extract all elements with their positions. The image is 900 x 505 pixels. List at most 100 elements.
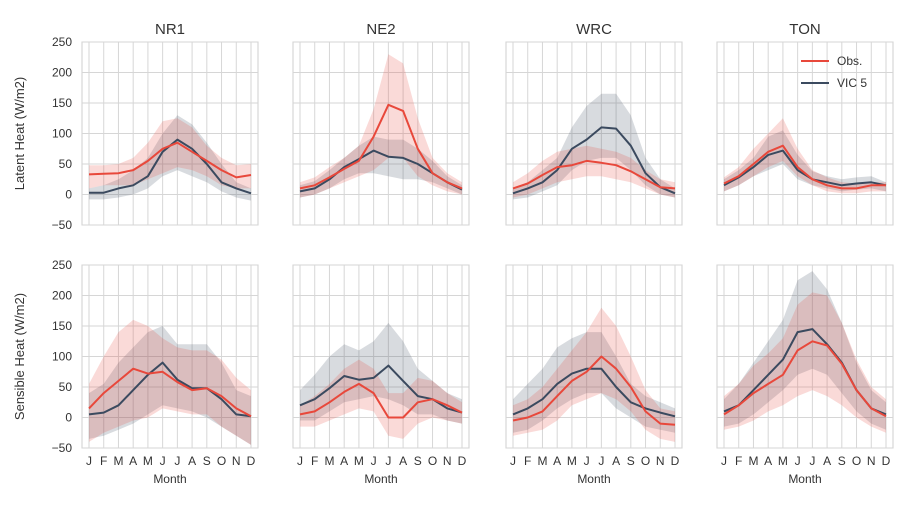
x-tick-label: D <box>882 454 891 468</box>
x-tick-label: M <box>748 454 758 468</box>
vic-band <box>513 332 675 433</box>
x-tick-label: A <box>188 454 196 468</box>
vic-line <box>512 367 676 418</box>
x-tick-label: O <box>217 454 226 468</box>
x-tick-label: J <box>160 454 166 468</box>
panel-title: NR1 <box>155 21 185 38</box>
y-axis-label: Sensible Heat (W/m2) <box>12 293 27 420</box>
y-tick-label: 200 <box>52 66 72 80</box>
x-tick-label: A <box>553 454 561 468</box>
y-tick-label: −50 <box>52 441 73 455</box>
vic-line <box>512 126 676 195</box>
x-tick-label: D <box>247 454 256 468</box>
x-tick-label: J <box>584 454 590 468</box>
obs-band <box>300 54 462 198</box>
x-tick-label: J <box>174 454 180 468</box>
panel-3: WRC <box>505 21 683 226</box>
x-tick-label: D <box>671 454 680 468</box>
vic-band <box>724 271 886 430</box>
y-tick-label: 50 <box>59 157 73 171</box>
x-tick-label: A <box>399 454 407 468</box>
vic-band <box>300 136 462 198</box>
y-tick-label: 0 <box>65 188 72 202</box>
y-tick-label: 150 <box>52 319 72 333</box>
y-tick-label: 50 <box>59 380 73 394</box>
y-tick-label: 100 <box>52 127 72 141</box>
x-axis-label: Month <box>788 472 821 486</box>
obs-band <box>513 307 675 442</box>
x-tick-label: M <box>778 454 788 468</box>
x-tick-label: J <box>86 454 92 468</box>
x-tick-label: F <box>735 454 742 468</box>
x-axis-label: Month <box>153 472 186 486</box>
x-tick-label: M <box>324 454 334 468</box>
panel-2: NE2 <box>292 21 470 226</box>
y-tick-label: 250 <box>52 258 72 272</box>
x-tick-label: J <box>510 454 516 468</box>
obs-line <box>88 367 252 418</box>
x-tick-label: J <box>795 454 801 468</box>
x-tick-label: M <box>354 454 364 468</box>
panel-title: WRC <box>576 21 612 38</box>
x-tick-label: A <box>612 454 620 468</box>
vic-line <box>88 361 252 418</box>
y-tick-label: 150 <box>52 96 72 110</box>
vic-band <box>89 326 251 445</box>
obs-line <box>512 159 676 190</box>
x-tick-label: O <box>428 454 437 468</box>
legend-vic-label: VIC 5 <box>837 76 867 90</box>
obs-line <box>723 144 886 190</box>
obs-line <box>88 141 252 179</box>
x-tick-label: N <box>656 454 665 468</box>
y-axis-label: Latent Heat (W/m2) <box>12 77 27 190</box>
x-tick-label: N <box>232 454 241 468</box>
y-tick-label: 250 <box>52 35 72 49</box>
x-tick-label: A <box>129 454 137 468</box>
y-tick-label: 100 <box>52 350 72 364</box>
obs-band <box>724 292 886 433</box>
x-tick-label: O <box>641 454 650 468</box>
panel-title: TON <box>789 21 820 38</box>
vic-band <box>89 115 251 201</box>
x-tick-label: S <box>203 454 211 468</box>
x-tick-label: O <box>852 454 861 468</box>
x-tick-label: N <box>443 454 452 468</box>
obs-line <box>512 355 676 426</box>
x-tick-label: M <box>143 454 153 468</box>
x-tick-label: A <box>764 454 772 468</box>
x-tick-label: J <box>385 454 391 468</box>
x-tick-label: J <box>297 454 303 468</box>
x-tick-label: J <box>371 454 377 468</box>
legend-obs-label: Obs. <box>837 54 862 68</box>
x-tick-label: A <box>823 454 831 468</box>
panel-4: TON Obs. VIC 5 <box>716 21 894 226</box>
x-tick-label: F <box>524 454 531 468</box>
vic-band <box>724 130 886 192</box>
y-tick-label: 0 <box>65 411 72 425</box>
x-axis-label: Month <box>364 472 397 486</box>
obs-line <box>299 382 463 419</box>
x-tick-label: S <box>838 454 846 468</box>
x-tick-label: D <box>458 454 467 468</box>
x-tick-label: M <box>567 454 577 468</box>
x-tick-label: J <box>598 454 604 468</box>
x-tick-label: M <box>537 454 547 468</box>
panel-title: NE2 <box>366 21 395 38</box>
y-tick-label: −50 <box>52 218 73 232</box>
obs-band <box>513 145 675 198</box>
x-axis-label: Month <box>577 472 610 486</box>
x-tick-label: M <box>113 454 123 468</box>
legend: Obs. VIC 5 <box>801 54 867 90</box>
x-tick-label: N <box>867 454 876 468</box>
vic-band <box>300 322 462 424</box>
x-tick-label: S <box>627 454 635 468</box>
panel-1: NR1 −50 0 50 100 150 200 250 Latent Heat (W/m2) <box>12 21 259 232</box>
x-tick-label: F <box>100 454 107 468</box>
x-tick-label: J <box>721 454 727 468</box>
